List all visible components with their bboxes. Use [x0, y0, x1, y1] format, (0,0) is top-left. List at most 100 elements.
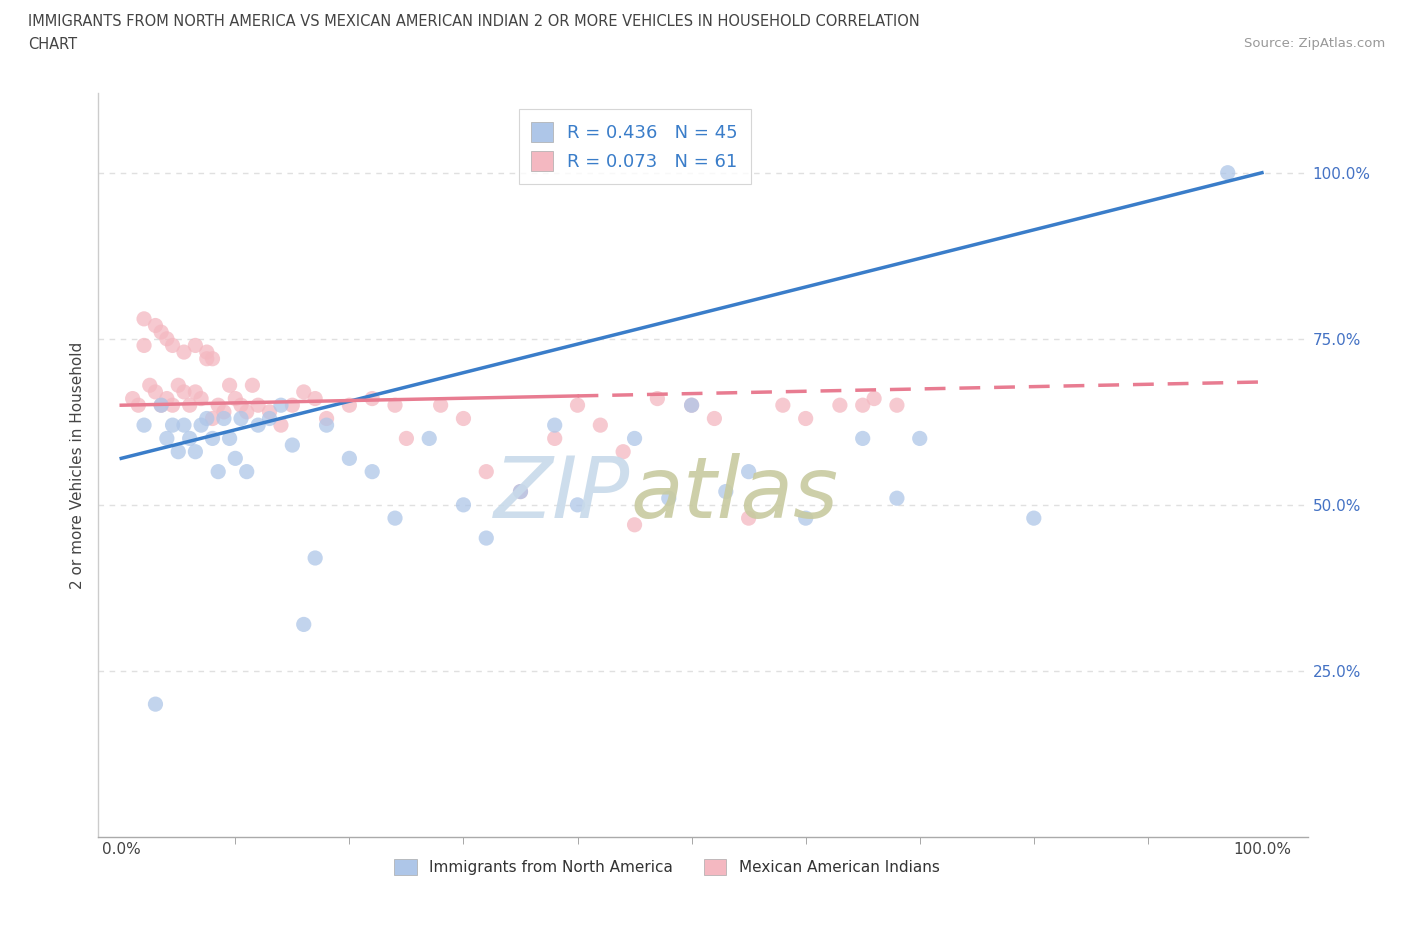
Legend: Immigrants from North America, Mexican American Indians: Immigrants from North America, Mexican A… — [388, 853, 946, 882]
Point — [242, 378, 264, 392]
Point — [828, 398, 851, 413]
Point — [224, 451, 246, 466]
Y-axis label: 2 or more Vehicles in Household: 2 or more Vehicles in Household — [70, 341, 86, 589]
Point — [270, 398, 292, 413]
Point — [337, 398, 360, 413]
Point — [714, 485, 737, 499]
Point — [315, 418, 337, 432]
Point — [173, 345, 195, 360]
Point — [315, 411, 337, 426]
Point — [121, 392, 143, 406]
Point — [567, 398, 589, 413]
Point — [292, 617, 315, 631]
Point — [247, 418, 270, 432]
Point — [145, 318, 167, 333]
Text: ZIP: ZIP — [494, 453, 630, 537]
Point — [173, 418, 195, 432]
Point — [150, 398, 173, 413]
Point — [162, 338, 184, 352]
Point — [201, 431, 224, 445]
Point — [509, 485, 531, 499]
Point — [589, 418, 612, 432]
Point — [167, 445, 190, 459]
Point — [247, 398, 270, 413]
Point — [886, 491, 908, 506]
Point — [156, 431, 179, 445]
Point — [681, 398, 703, 413]
Point — [150, 398, 173, 413]
Text: IMMIGRANTS FROM NORTH AMERICA VS MEXICAN AMERICAN INDIAN 2 OR MORE VEHICLES IN H: IMMIGRANTS FROM NORTH AMERICA VS MEXICAN… — [28, 14, 920, 29]
Point — [1216, 166, 1239, 180]
Point — [229, 398, 252, 413]
Point — [703, 411, 725, 426]
Point — [647, 392, 669, 406]
Point — [235, 464, 257, 479]
Point — [190, 418, 212, 432]
Point — [184, 445, 207, 459]
Point — [259, 411, 281, 426]
Point — [195, 411, 218, 426]
Point — [184, 338, 207, 352]
Point — [384, 398, 406, 413]
Point — [852, 431, 875, 445]
Point — [184, 384, 207, 399]
Point — [794, 511, 817, 525]
Point — [179, 431, 201, 445]
Point — [1022, 511, 1045, 525]
Point — [304, 392, 326, 406]
Point — [162, 418, 184, 432]
Point — [852, 398, 875, 413]
Point — [429, 398, 451, 413]
Point — [361, 392, 384, 406]
Point — [395, 431, 418, 445]
Point — [623, 517, 645, 532]
Point — [132, 312, 155, 326]
Point — [218, 378, 240, 392]
Point — [544, 418, 567, 432]
Point — [737, 464, 759, 479]
Point — [229, 411, 252, 426]
Text: Source: ZipAtlas.com: Source: ZipAtlas.com — [1244, 37, 1385, 50]
Point — [156, 331, 179, 346]
Point — [612, 445, 634, 459]
Point — [132, 338, 155, 352]
Point — [475, 531, 498, 546]
Point — [361, 464, 384, 479]
Point — [384, 511, 406, 525]
Point — [235, 405, 257, 419]
Point — [453, 411, 475, 426]
Point — [179, 398, 201, 413]
Point — [145, 697, 167, 711]
Point — [212, 405, 235, 419]
Point — [195, 345, 218, 360]
Point — [207, 464, 229, 479]
Point — [304, 551, 326, 565]
Point — [201, 352, 224, 366]
Point — [681, 398, 703, 413]
Point — [139, 378, 162, 392]
Point — [195, 352, 218, 366]
Point — [201, 411, 224, 426]
Text: CHART: CHART — [28, 37, 77, 52]
Point — [418, 431, 440, 445]
Point — [737, 511, 759, 525]
Point — [544, 431, 567, 445]
Point — [292, 384, 315, 399]
Point — [224, 392, 246, 406]
Point — [908, 431, 931, 445]
Point — [863, 392, 886, 406]
Point — [207, 398, 229, 413]
Point — [281, 438, 304, 453]
Point — [127, 398, 149, 413]
Point — [145, 384, 167, 399]
Text: atlas: atlas — [630, 453, 838, 537]
Point — [772, 398, 794, 413]
Point — [623, 431, 645, 445]
Point — [270, 418, 292, 432]
Point — [167, 378, 190, 392]
Point — [475, 464, 498, 479]
Point — [150, 325, 173, 339]
Point — [173, 384, 195, 399]
Point — [658, 491, 681, 506]
Point — [218, 431, 240, 445]
